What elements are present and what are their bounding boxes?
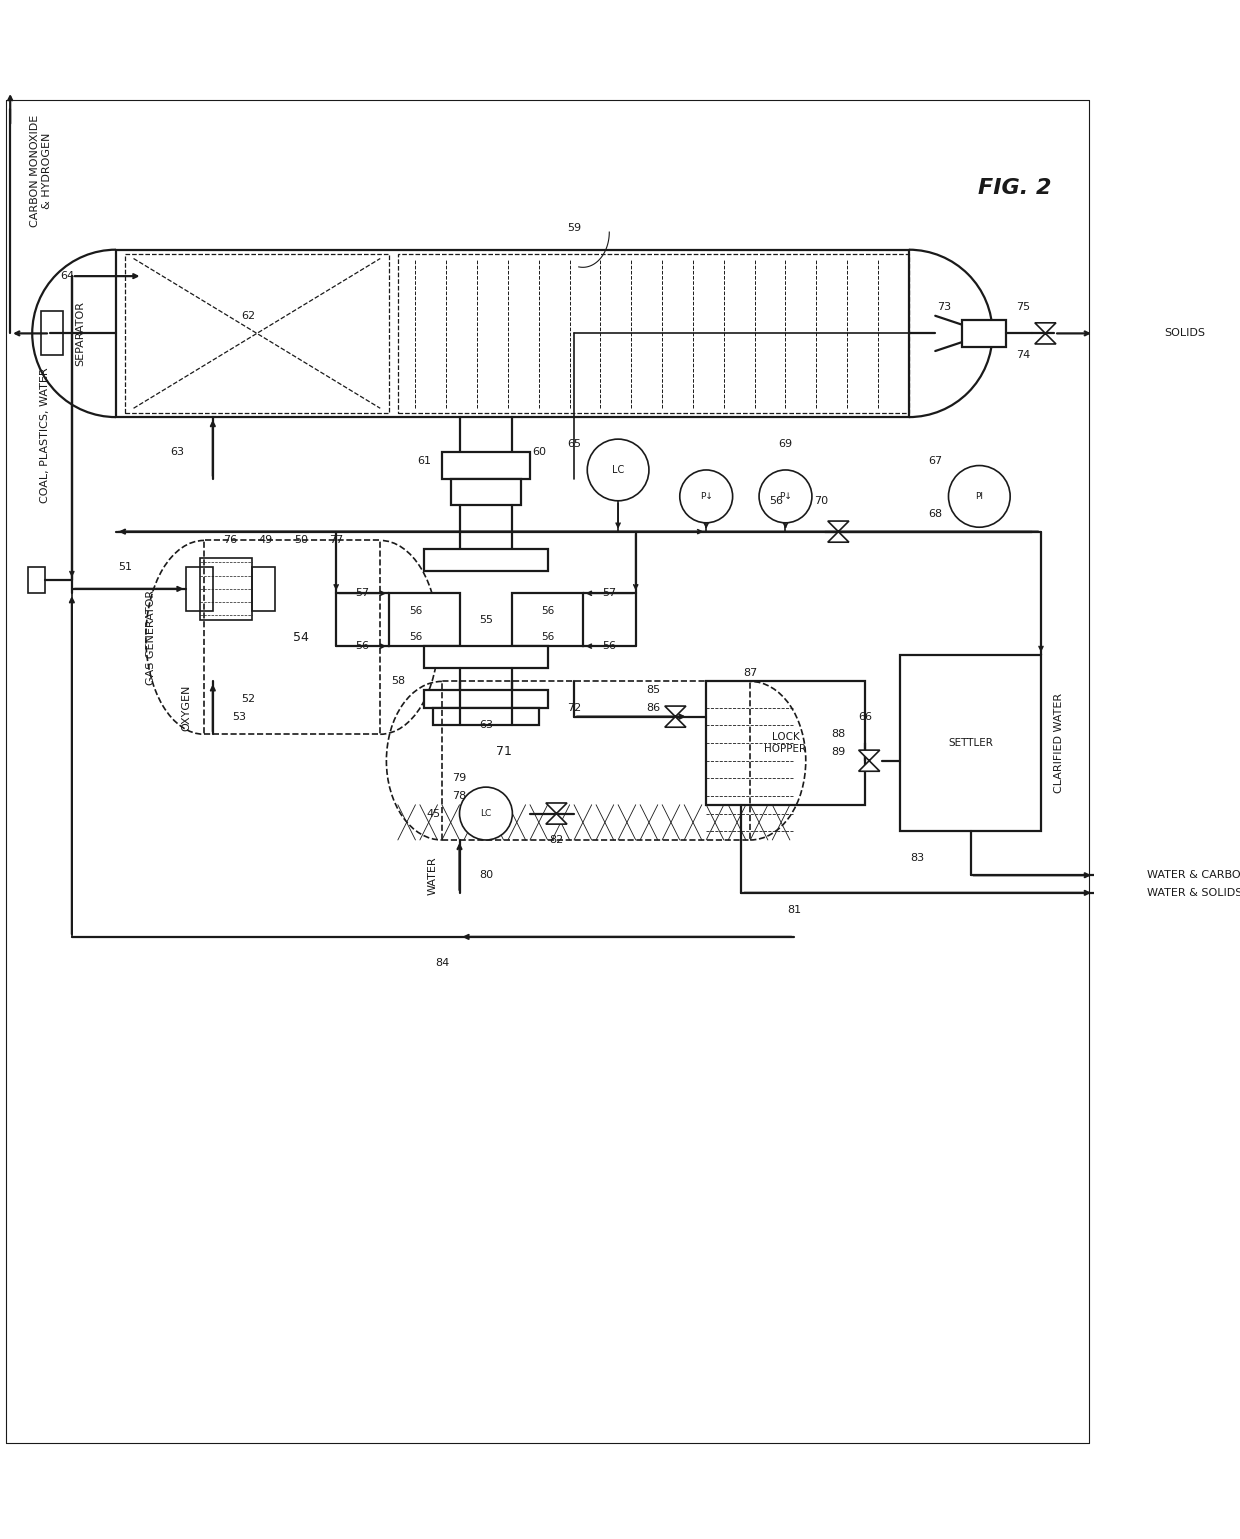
Text: 68: 68: [929, 509, 942, 519]
Text: 78: 78: [453, 791, 466, 800]
Text: 61: 61: [418, 456, 432, 466]
Text: 63: 63: [171, 448, 185, 457]
Text: SOLIDS: SOLIDS: [1164, 328, 1205, 339]
Bar: [707, 682, 864, 805]
Bar: [433, 708, 539, 725]
Text: 75: 75: [1017, 302, 1030, 312]
Text: 71: 71: [496, 745, 512, 759]
Bar: [512, 594, 583, 646]
Text: LC: LC: [480, 810, 491, 819]
Bar: [200, 559, 253, 620]
Bar: [441, 452, 529, 479]
Bar: [253, 566, 274, 611]
Text: LC: LC: [613, 465, 624, 476]
Text: 55: 55: [479, 614, 494, 625]
Text: 45: 45: [427, 808, 440, 819]
Bar: [424, 689, 548, 708]
Bar: [41, 311, 63, 356]
Polygon shape: [1035, 323, 1056, 345]
Text: 56: 56: [541, 633, 554, 642]
Circle shape: [588, 439, 649, 500]
Bar: [125, 254, 389, 412]
Text: CLARIFIED WATER: CLARIFIED WATER: [1054, 693, 1064, 793]
Text: 52: 52: [241, 694, 255, 703]
Polygon shape: [665, 706, 686, 728]
Text: 60: 60: [532, 448, 546, 457]
Bar: [27, 566, 46, 594]
Text: 56: 56: [409, 633, 422, 642]
Text: GAS GENERATOR: GAS GENERATOR: [146, 589, 156, 685]
Text: 49: 49: [259, 536, 273, 545]
Text: 87: 87: [743, 668, 758, 677]
Text: 77: 77: [329, 536, 343, 545]
Text: WATER & SOLIDS: WATER & SOLIDS: [1147, 888, 1240, 897]
Text: 86: 86: [646, 703, 661, 713]
Bar: [398, 254, 909, 412]
Text: P↓: P↓: [779, 492, 792, 500]
Text: 73: 73: [937, 302, 951, 312]
Text: 53: 53: [232, 711, 247, 722]
Text: 65: 65: [567, 439, 582, 448]
Bar: [389, 594, 460, 646]
Text: 62: 62: [241, 311, 255, 320]
Circle shape: [460, 786, 512, 840]
Circle shape: [759, 469, 812, 523]
Bar: [186, 566, 213, 611]
Text: CARBON MONOXIDE
& HYDROGEN: CARBON MONOXIDE & HYDROGEN: [30, 114, 52, 226]
Bar: [441, 682, 750, 840]
Text: 64: 64: [61, 271, 74, 282]
Bar: [115, 249, 909, 417]
Bar: [424, 549, 548, 571]
Bar: [424, 646, 548, 668]
Text: FIG. 2: FIG. 2: [978, 179, 1052, 199]
Text: 67: 67: [929, 456, 942, 466]
Text: 63: 63: [479, 720, 494, 731]
Bar: [450, 479, 521, 505]
Text: 57: 57: [603, 588, 616, 599]
Text: 82: 82: [549, 836, 563, 845]
Text: 54: 54: [293, 631, 309, 643]
Text: 81: 81: [787, 905, 801, 916]
Text: 69: 69: [779, 439, 792, 448]
Text: 58: 58: [391, 677, 405, 686]
Text: 56: 56: [541, 606, 554, 616]
Text: 72: 72: [567, 703, 582, 713]
Text: 88: 88: [831, 729, 846, 739]
Polygon shape: [828, 522, 849, 542]
Text: 84: 84: [435, 959, 449, 968]
Text: 59: 59: [567, 223, 582, 232]
Text: 51: 51: [118, 562, 131, 573]
Bar: [205, 540, 381, 734]
Text: 85: 85: [646, 685, 661, 696]
Text: 76: 76: [223, 536, 238, 545]
Text: 70: 70: [813, 496, 828, 506]
Text: 50: 50: [294, 536, 308, 545]
Text: 56: 56: [409, 606, 422, 616]
Text: 66: 66: [858, 711, 872, 722]
Polygon shape: [546, 803, 567, 823]
Text: 89: 89: [831, 746, 846, 757]
Text: SEPARATOR: SEPARATOR: [76, 302, 86, 366]
Text: 79: 79: [453, 773, 466, 783]
Text: 56: 56: [770, 496, 784, 506]
Text: WATER: WATER: [428, 856, 438, 894]
Text: 83: 83: [910, 853, 925, 862]
Polygon shape: [858, 749, 879, 771]
Circle shape: [949, 466, 1011, 528]
Bar: [962, 320, 1006, 346]
Text: 80: 80: [479, 870, 494, 880]
Text: OXYGEN: OXYGEN: [181, 685, 191, 731]
Text: COAL, PLASTICS, WATER: COAL, PLASTICS, WATER: [41, 366, 51, 503]
Text: 56: 56: [356, 642, 370, 651]
Circle shape: [680, 469, 733, 523]
Text: SETTLER: SETTLER: [949, 739, 993, 748]
Text: LOCK
HOPPER: LOCK HOPPER: [764, 733, 806, 754]
Text: 74: 74: [1017, 351, 1030, 360]
Text: 57: 57: [356, 588, 370, 599]
Bar: [900, 656, 1042, 831]
Text: PI: PI: [976, 492, 983, 500]
Text: P↓: P↓: [699, 492, 713, 500]
Text: 56: 56: [603, 642, 616, 651]
Text: WATER & CARBON: WATER & CARBON: [1147, 870, 1240, 880]
